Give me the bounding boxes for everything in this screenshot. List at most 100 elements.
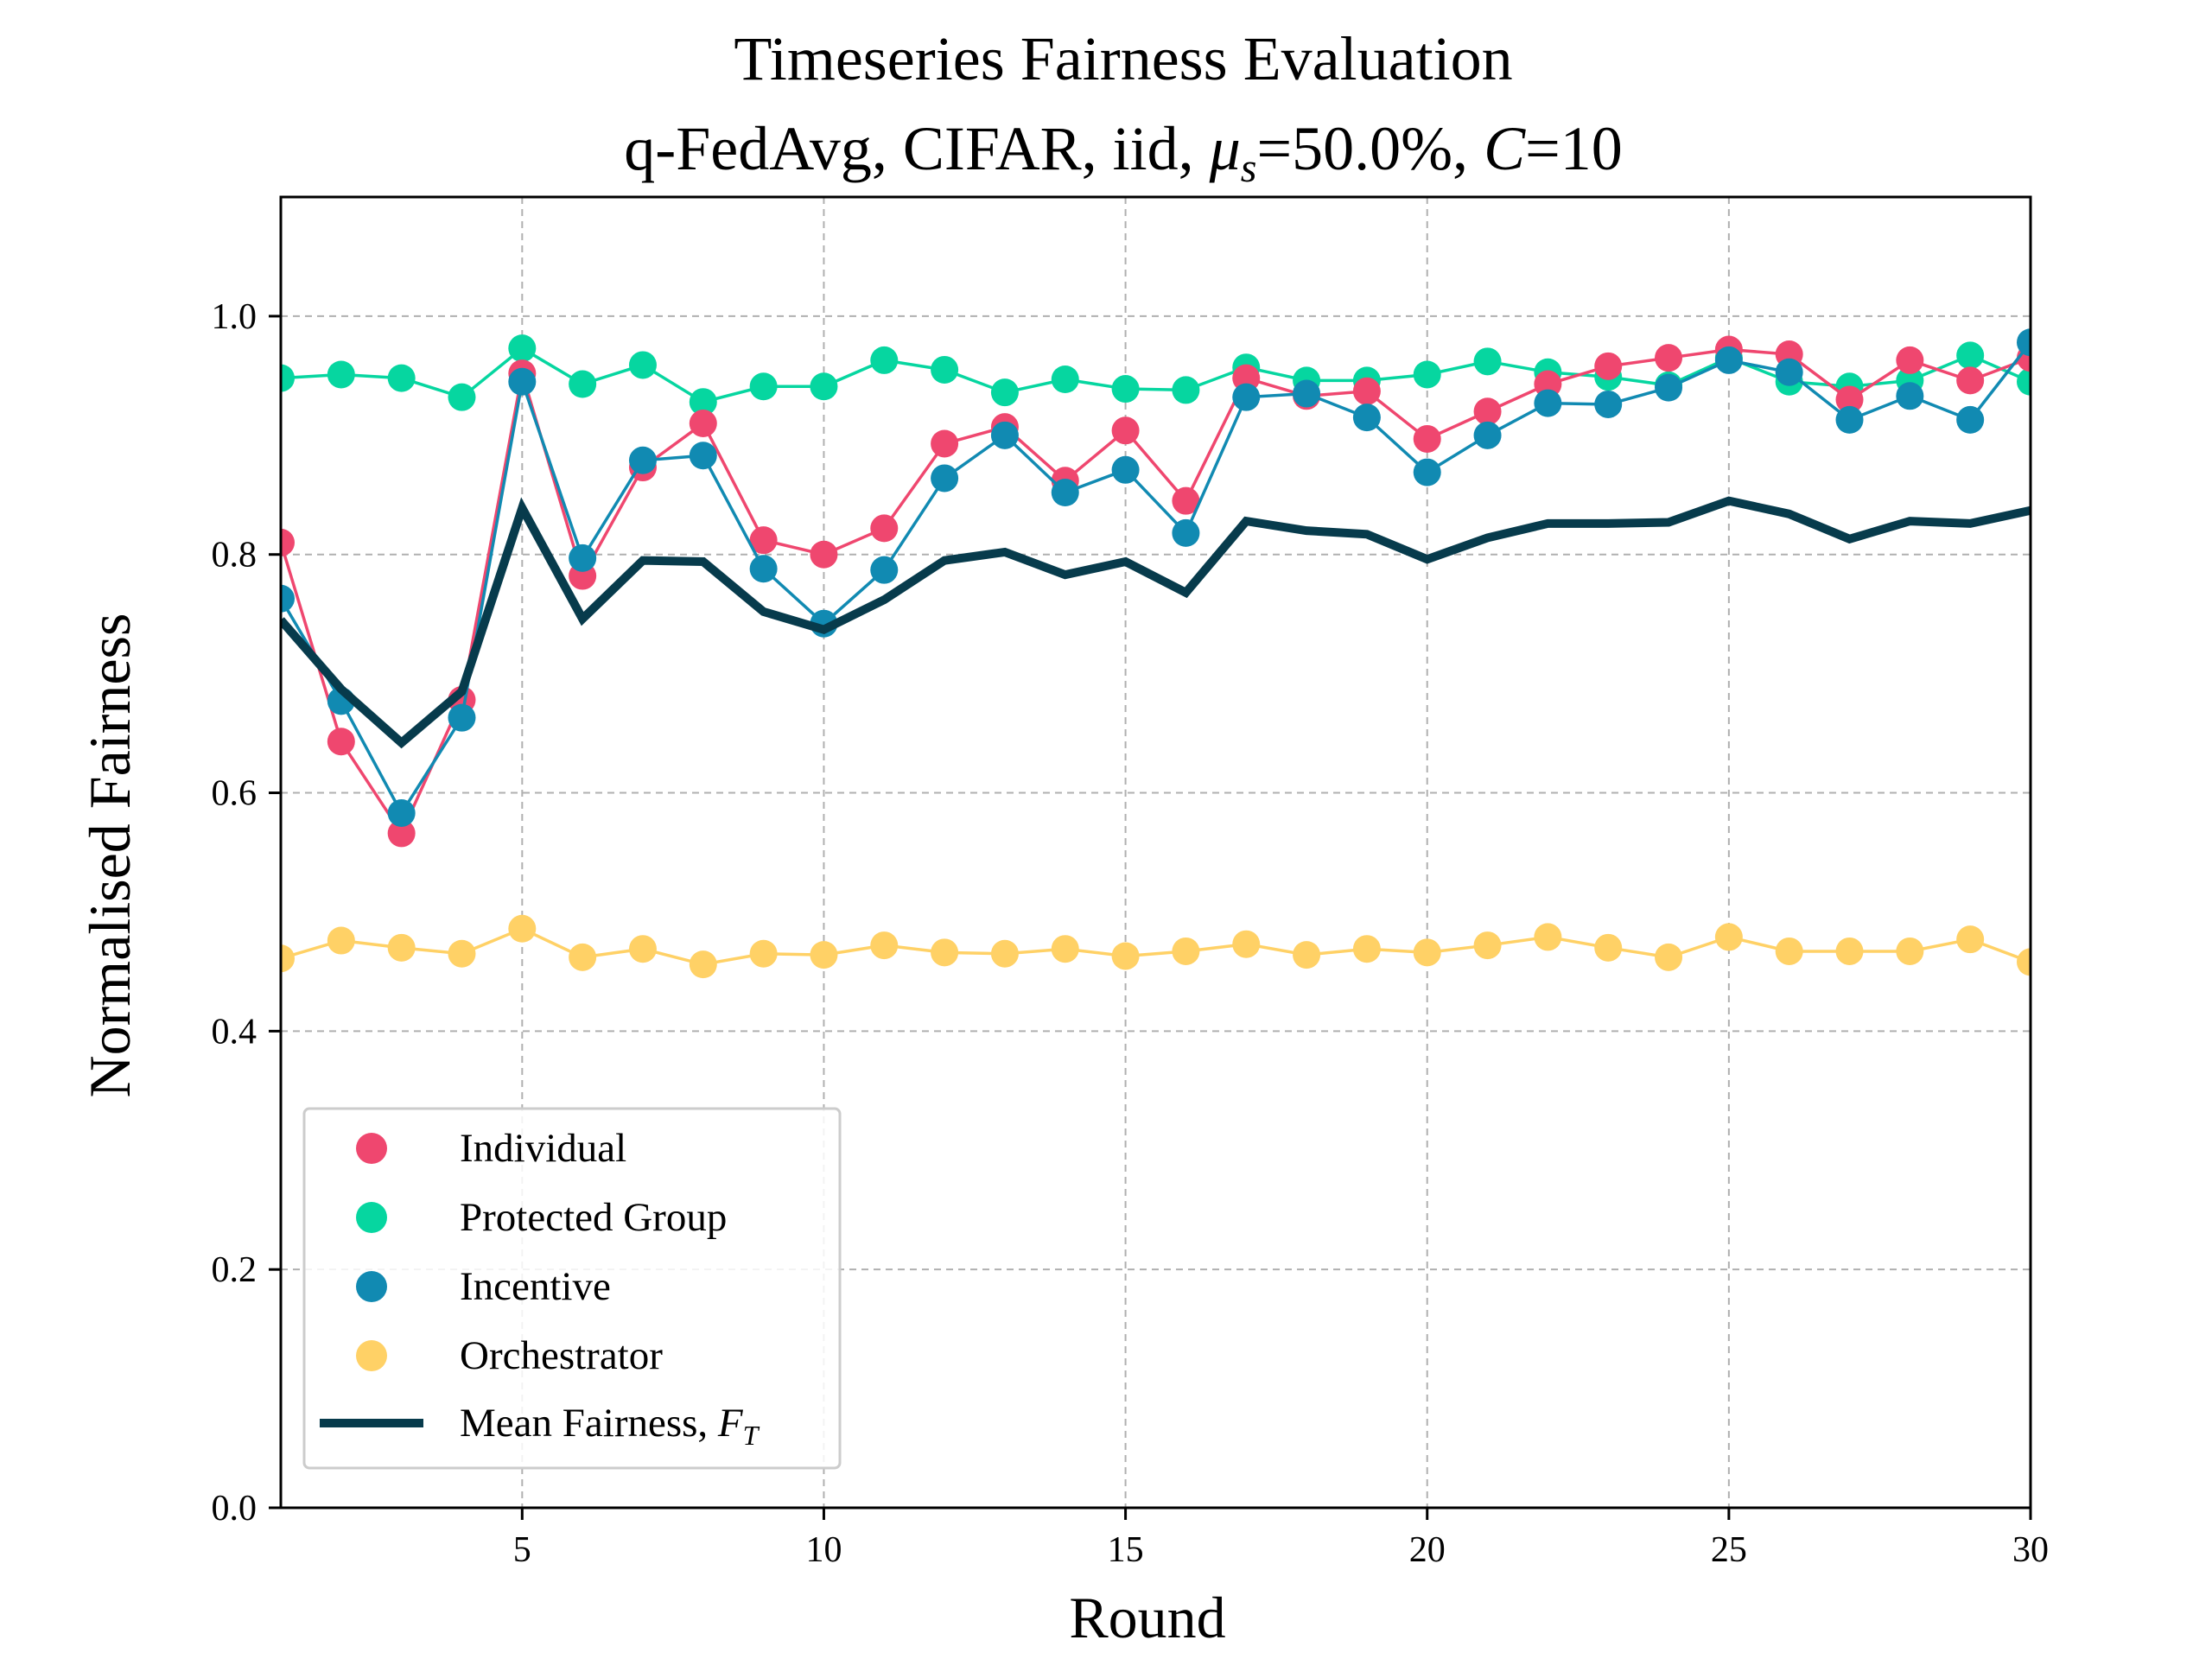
data-point-incentive (1293, 379, 1321, 408)
legend-label-incentive: Incentive (460, 1264, 611, 1309)
data-point-incentive (628, 446, 657, 474)
x-tick-label: 5 (513, 1530, 531, 1570)
data-point-protected-group (327, 360, 355, 389)
data-point-incentive (1835, 405, 1864, 434)
y-tick-label: 0.8 (212, 536, 257, 575)
data-point-incentive (2017, 328, 2031, 357)
data-point-protected-group (1051, 365, 1079, 394)
data-point-orchestrator (1835, 937, 1864, 965)
data-point-individual (1473, 397, 1502, 426)
data-point-orchestrator (990, 939, 1019, 968)
data-point-protected-group (569, 370, 597, 398)
data-point-individual (749, 526, 778, 555)
data-point-incentive (1714, 346, 1743, 374)
data-point-protected-group (387, 364, 416, 392)
series-line-mean-fairness-ft (281, 496, 2031, 749)
legend: Individual Protected Group Incentive Orc… (302, 1107, 842, 1470)
data-point-orchestrator (1534, 923, 1562, 951)
data-point-incentive (508, 367, 537, 396)
y-tick-label: 0.0 (212, 1489, 257, 1529)
data-point-protected-group (990, 378, 1019, 407)
x-tick-label: 15 (1108, 1530, 1144, 1570)
data-point-orchestrator (1293, 941, 1321, 969)
series-mean-fairness-ft (281, 496, 2031, 749)
data-point-incentive (569, 543, 597, 572)
data-point-protected-group (448, 383, 476, 411)
data-point-individual (1655, 344, 1683, 372)
data-point-individual (1111, 416, 1140, 445)
legend-mean-f-sub: T (743, 1420, 760, 1451)
series-line-individual (281, 347, 2031, 837)
data-point-protected-group (1413, 360, 1441, 389)
data-point-incentive (281, 584, 295, 613)
data-point-orchestrator (1172, 937, 1200, 965)
data-point-incentive (1232, 383, 1261, 411)
x-axis-label: Round (1069, 1585, 1225, 1650)
data-point-incentive (931, 464, 959, 493)
data-point-orchestrator (1775, 937, 1803, 965)
tick-layer: 5 10 15 20 25 30 0.0 0.2 0.4 0.6 0.8 1.0 (212, 297, 2050, 1570)
series-layer (281, 328, 2031, 979)
data-point-incentive (749, 555, 778, 583)
subtitle-suffix: =10 (1525, 114, 1623, 183)
data-point-incentive (1172, 518, 1200, 547)
data-point-incentive (1775, 358, 1803, 386)
data-point-orchestrator (689, 950, 717, 979)
data-point-orchestrator (1655, 943, 1683, 971)
data-point-orchestrator (810, 941, 838, 969)
legend-mean-f: F (717, 1401, 744, 1446)
data-point-orchestrator (628, 935, 657, 963)
data-point-individual (870, 514, 899, 543)
chart-title: Timeseries Fairness Evaluation (734, 24, 1512, 93)
legend-mean-prefix: Mean Fairness, (460, 1401, 718, 1446)
data-point-incentive (1534, 389, 1562, 417)
legend-box (302, 1107, 842, 1470)
data-point-incentive (1896, 382, 1924, 410)
data-point-orchestrator (1956, 925, 1985, 954)
x-tick-label: 30 (2012, 1530, 2049, 1570)
data-point-individual (810, 540, 838, 569)
data-point-incentive (870, 556, 899, 584)
data-point-individual (1835, 385, 1864, 414)
axes-frame (279, 195, 2032, 1510)
data-point-individual (1172, 486, 1200, 515)
x-tick-label: 20 (1409, 1530, 1446, 1570)
legend-marker-protected-group (356, 1202, 387, 1233)
x-tick-label: 10 (805, 1530, 842, 1570)
data-point-orchestrator (448, 939, 476, 968)
data-point-orchestrator (1413, 938, 1441, 967)
data-point-protected-group (1956, 341, 1985, 370)
data-point-orchestrator (387, 933, 416, 962)
data-point-orchestrator (749, 939, 778, 968)
data-point-incentive (448, 703, 476, 732)
data-point-individual (281, 528, 295, 556)
legend-marker-individual (356, 1133, 387, 1164)
data-point-individual (1956, 366, 1985, 395)
data-point-orchestrator (1714, 923, 1743, 951)
legend-label-individual: Individual (460, 1126, 626, 1171)
data-point-protected-group (870, 346, 899, 374)
data-point-individual (327, 728, 355, 756)
plot-area (281, 328, 2031, 979)
y-tick-label: 0.6 (212, 774, 257, 814)
series-line-orchestrator (281, 926, 2031, 966)
subtitle-mu: μ (1209, 114, 1241, 183)
data-point-individual (689, 410, 717, 438)
data-point-incentive (1473, 421, 1502, 449)
data-point-orchestrator (1594, 933, 1623, 962)
legend-marker-incentive (356, 1271, 387, 1302)
series-incentive (281, 328, 2031, 827)
legend-marker-orchestrator (356, 1340, 387, 1371)
data-point-orchestrator (1051, 935, 1079, 963)
data-point-orchestrator (569, 943, 597, 971)
legend-label-protected-group: Protected Group (460, 1195, 727, 1240)
y-axis-label: Normalised Fairness (77, 613, 143, 1098)
subtitle-prefix: q-FedAvg, CIFAR, iid, (624, 114, 1209, 183)
data-point-protected-group (749, 372, 778, 401)
data-point-orchestrator (1111, 942, 1140, 970)
data-point-protected-group (689, 388, 717, 416)
legend-label-orchestrator: Orchestrator (460, 1333, 663, 1378)
data-point-protected-group (2017, 367, 2031, 396)
data-point-individual (931, 429, 959, 458)
data-point-orchestrator (281, 944, 295, 973)
